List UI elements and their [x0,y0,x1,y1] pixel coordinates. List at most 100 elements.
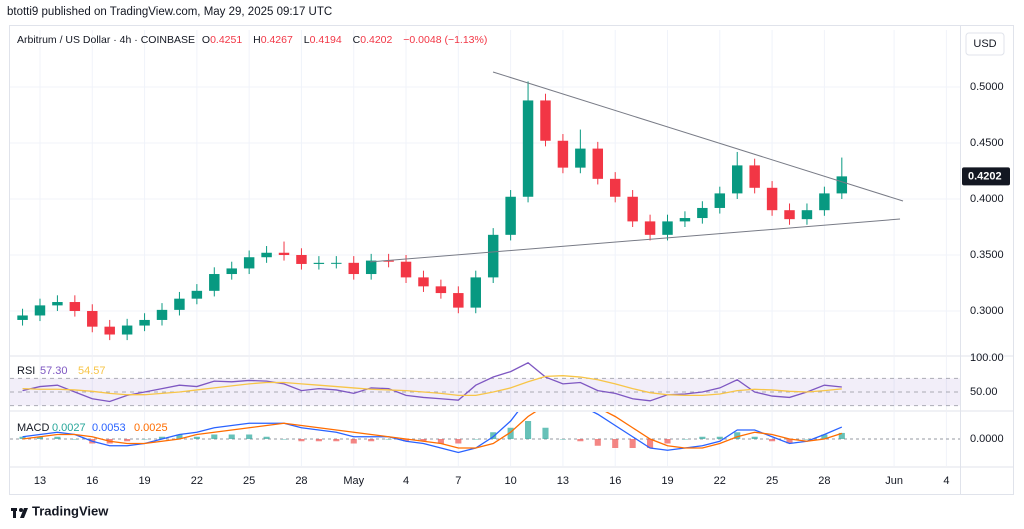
macd-histogram-bar [193,436,200,439]
candle-body [714,193,726,208]
macd-histogram-bar [350,439,357,444]
candle-body [34,305,46,316]
publisher-line: btotti9 published on TradingView.com, Ma… [7,6,333,18]
candle-body [383,260,394,262]
x-tick-label: 4 [403,475,409,487]
candle-body [313,262,325,264]
ohlc-key: C [352,34,361,46]
macd-histogram-bar [158,436,166,439]
rsi-line [22,375,842,397]
trendline [369,218,901,263]
x-tick-label: 22 [191,475,203,487]
pane-title: MACD [17,422,49,434]
candle-body [69,302,81,311]
candle-body [662,221,673,235]
candle-body [749,165,760,188]
macd-histogram-bar [124,439,131,442]
macd-histogram-bar [525,421,532,439]
ohlc-key: L [303,34,310,46]
macd-histogram-bar [315,439,322,442]
y-tick-label: 100.00 [970,352,1004,364]
macd-histogram-bar [280,439,288,440]
ohlc-value: 0.4202 [360,34,393,46]
y-tick-label: 0.4500 [970,137,1004,149]
macd-line [22,412,843,454]
candle-body [261,252,272,258]
candle-body [156,309,168,320]
price-pane [10,30,960,355]
x-tick-label: 13 [34,475,46,487]
ohlc-value: 0.4251 [210,34,243,46]
macd-histogram-bar [490,432,497,439]
macd-histogram-bar [455,439,462,444]
candle-body [836,176,848,194]
x-tick-label: Jun [885,475,903,487]
macd-histogram-bar [681,439,688,440]
candle-body [365,260,377,275]
macd-histogram-bar [507,427,514,439]
currency-button[interactable] [965,32,1005,56]
macd-histogram-bar [228,434,235,439]
rsi-line [22,362,842,403]
macd-histogram-bar [612,439,619,448]
candle-body [226,268,237,275]
candle-body [418,277,429,287]
brand: TradingView [32,503,109,518]
candle-body [522,100,534,197]
candle-body [243,257,255,269]
macd-histogram-bar [716,436,723,439]
x-tick-label: 25 [243,475,255,487]
ohlc-item: C0.4202 [353,34,397,46]
candle-body [121,325,133,335]
candle-body [209,274,220,291]
candle-body [644,221,656,235]
candle-body [697,207,708,219]
macd-histogram-bar [577,439,584,442]
macd-histogram-bar [141,439,148,440]
candle-body [784,210,795,220]
legend-value: 0.0053 [92,422,126,434]
candle-body [732,165,743,194]
candle-body [139,319,150,326]
ohlc-key: H [253,34,261,46]
y-tick-label: 0.5000 [970,81,1004,93]
candle-body [679,218,691,222]
macd-histogram-bar [402,439,410,442]
legend-value: 54.57 [78,365,106,377]
candle-body [766,187,778,211]
macd-histogram-bar [420,439,427,442]
trendline [492,71,904,202]
macd-histogram-bar [803,439,811,440]
y-tick-label: 0.4000 [970,193,1004,205]
macd-histogram-bar [385,439,392,440]
macd-histogram-bar [751,436,758,439]
x-tick-label: 28 [295,475,307,487]
candle-body [331,262,342,264]
macd-histogram-bar [629,439,636,448]
change: −0.0048 (−1.13%) [403,34,488,46]
macd-histogram-bar [36,436,44,439]
candle-body [819,193,830,211]
macd-histogram-bar [368,439,375,442]
candle-body [52,302,63,306]
x-tick-label: 13 [557,475,569,487]
ohlc-value: 0.4267 [260,34,293,46]
symbol-title: Arbitrum / US Dollar · 4h · COINBASE [17,34,195,46]
x-tick-label: 22 [714,475,726,487]
x-tick-label: May [343,475,364,487]
macd-histogram-bar [734,432,741,439]
y-tick-label: 0.0000 [970,433,1004,445]
macd-histogram-bar [211,434,218,439]
candle-body [400,261,412,278]
macd-histogram-bar [786,439,793,444]
candle-body [453,293,464,308]
ohlc-item: L0.4194 [304,34,346,46]
currency[interactable]: USD [973,38,996,50]
candle-body [540,100,551,141]
x-tick-label: 28 [818,475,830,487]
candle-body [104,326,115,335]
legend-value: 0.0025 [134,422,168,434]
last-price-box [962,167,1010,186]
